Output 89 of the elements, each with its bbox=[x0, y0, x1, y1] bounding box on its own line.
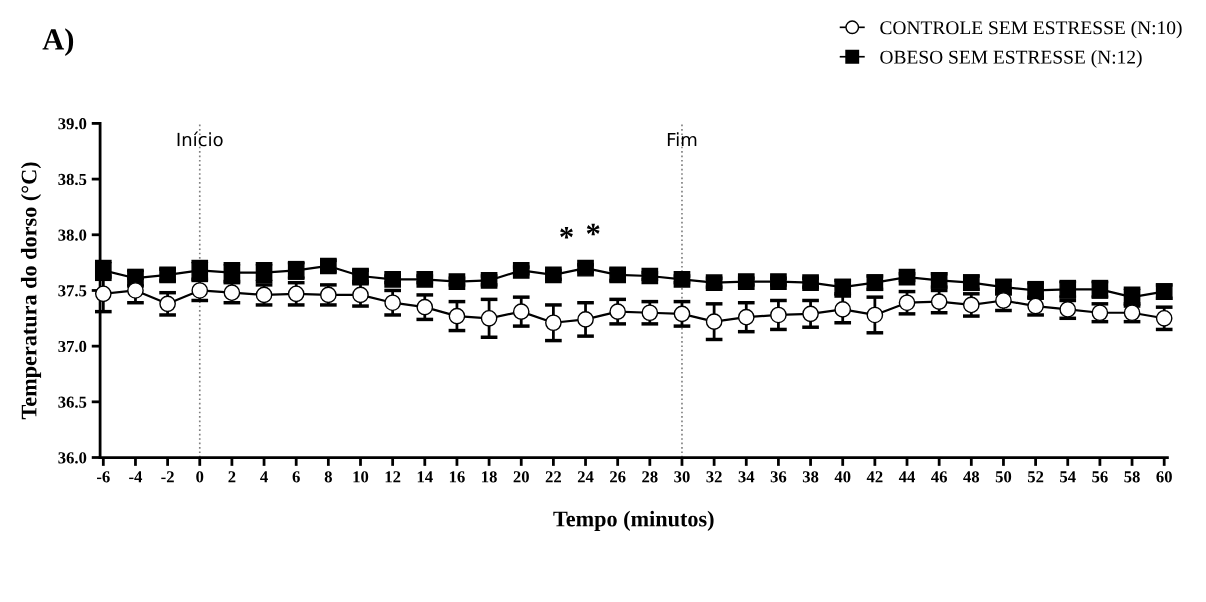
x-tick-label: 56 bbox=[1092, 471, 1108, 483]
point bbox=[480, 272, 498, 289]
point bbox=[609, 266, 627, 284]
y-tick-label: 37.5 bbox=[58, 285, 87, 297]
point bbox=[705, 313, 723, 330]
x-tick-label: 48 bbox=[963, 471, 980, 483]
point bbox=[834, 301, 852, 318]
y-tick-label: 38.5 bbox=[58, 173, 87, 186]
ref-line-label: Início bbox=[177, 131, 223, 147]
x-tick-label: 44 bbox=[898, 471, 916, 483]
x-tick-label: 0 bbox=[196, 471, 204, 483]
x-tick-label: 16 bbox=[449, 471, 465, 483]
x-tick-label: 58 bbox=[1124, 471, 1140, 483]
point bbox=[223, 284, 241, 302]
point bbox=[930, 293, 948, 310]
legend-label: OBESO SEM ESTRESSE (N:12) bbox=[880, 50, 1142, 68]
x-tick-label: 2 bbox=[228, 471, 236, 483]
point bbox=[384, 270, 401, 288]
x-tick-label: 18 bbox=[482, 471, 497, 483]
point bbox=[737, 308, 755, 326]
point bbox=[770, 306, 787, 324]
point bbox=[673, 305, 691, 323]
x-tick-label: 10 bbox=[353, 471, 369, 483]
point bbox=[866, 306, 884, 324]
x-tick-label: -6 bbox=[96, 471, 110, 483]
point bbox=[641, 304, 659, 322]
text: A) bbox=[42, 28, 74, 56]
point bbox=[480, 309, 498, 327]
x-tick-label: 14 bbox=[417, 471, 433, 483]
point bbox=[545, 266, 562, 284]
point bbox=[287, 285, 305, 303]
point bbox=[223, 264, 241, 281]
point bbox=[448, 273, 466, 290]
point bbox=[995, 292, 1012, 309]
point bbox=[802, 305, 819, 323]
x-tick-label: 6 bbox=[292, 471, 300, 483]
x-tick-label: 26 bbox=[610, 471, 626, 483]
x-tick-label: 54 bbox=[1060, 471, 1076, 483]
point bbox=[191, 282, 209, 299]
y-tick-label: 36.0 bbox=[58, 452, 87, 464]
point bbox=[320, 257, 337, 275]
y-tick-label: 39.0 bbox=[58, 118, 87, 130]
x-tick-label: 32 bbox=[706, 471, 722, 483]
x-tick-label: 4 bbox=[260, 471, 268, 483]
point bbox=[127, 282, 144, 299]
point bbox=[352, 286, 369, 304]
y-tick-label: 36.5 bbox=[58, 396, 87, 408]
point bbox=[448, 307, 466, 325]
point bbox=[1155, 309, 1173, 327]
point bbox=[384, 294, 401, 312]
x-tick-label: -4 bbox=[129, 471, 143, 483]
point bbox=[609, 303, 627, 320]
annotation: * bbox=[560, 227, 573, 239]
x-tick-label: 46 bbox=[931, 471, 947, 483]
x-tick-label: -2 bbox=[161, 471, 174, 483]
x-tick-label: 50 bbox=[995, 471, 1012, 483]
point bbox=[577, 311, 594, 328]
x-tick-label: 40 bbox=[834, 471, 851, 483]
point bbox=[416, 298, 434, 316]
x-tick-label: 42 bbox=[866, 471, 883, 483]
x-tick-label: 52 bbox=[1027, 471, 1044, 483]
point bbox=[898, 294, 916, 312]
x-tick-label: 22 bbox=[545, 471, 561, 483]
x-tick-label: 60 bbox=[1156, 471, 1172, 483]
point bbox=[512, 303, 530, 320]
point bbox=[673, 270, 691, 288]
x-tick-label: 24 bbox=[577, 471, 594, 483]
point bbox=[159, 295, 176, 313]
point bbox=[545, 314, 562, 332]
x-axis-title: Tempo (minutos) bbox=[553, 510, 714, 531]
y-tick-label: 37.0 bbox=[58, 340, 87, 353]
x-tick-label: 20 bbox=[513, 471, 529, 483]
y-axis-title: Temperatura do dorso (°C) bbox=[20, 162, 42, 420]
ref-line-label: Fim bbox=[667, 132, 697, 147]
x-tick-label: 30 bbox=[674, 471, 690, 483]
point bbox=[802, 274, 819, 292]
legend-label: CONTROLE SEM ESTRESSE (N:10) bbox=[880, 20, 1182, 39]
point bbox=[191, 262, 209, 279]
annotation: * bbox=[586, 223, 600, 236]
x-tick-label: 38 bbox=[802, 471, 819, 483]
x-tick-label: 8 bbox=[324, 471, 332, 483]
point bbox=[94, 285, 112, 303]
x-tick-label: 12 bbox=[385, 471, 401, 483]
point bbox=[705, 274, 723, 292]
x-tick-label: 28 bbox=[642, 471, 658, 483]
x-tick-label: 36 bbox=[770, 471, 787, 483]
x-tick-label: 34 bbox=[738, 471, 755, 483]
point bbox=[962, 296, 980, 314]
y-tick-label: 38.0 bbox=[58, 229, 87, 241]
